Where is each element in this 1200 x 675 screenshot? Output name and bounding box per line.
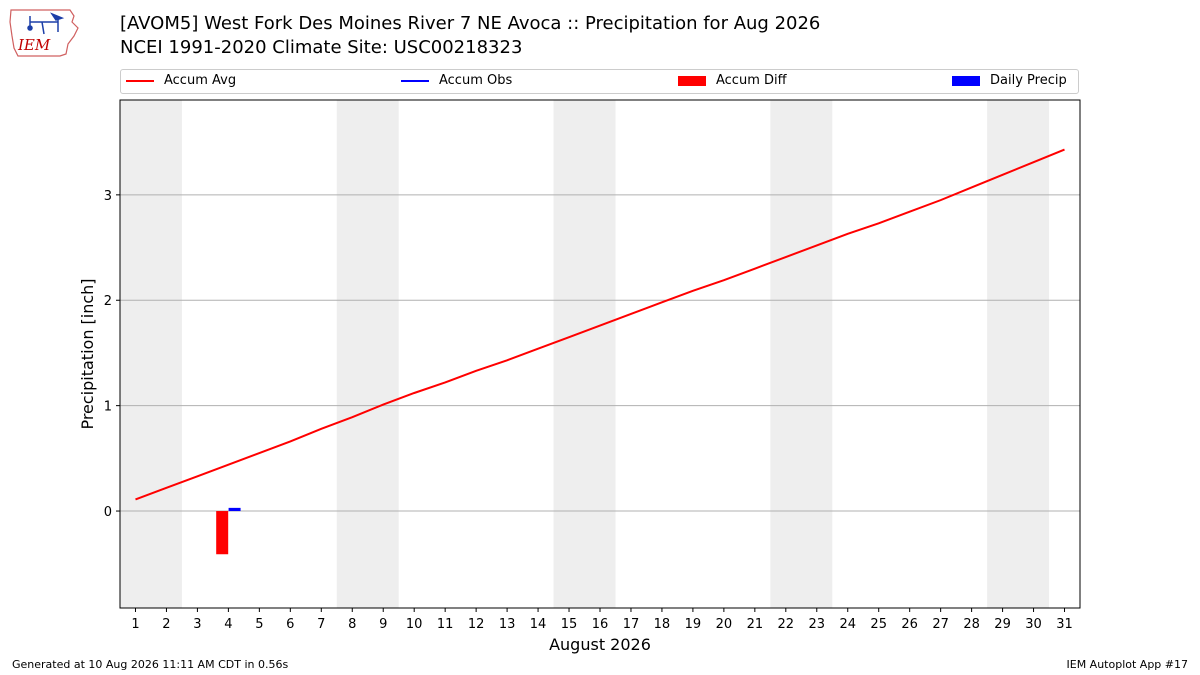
x-tick-label: 14	[530, 617, 547, 632]
x-tick-label: 9	[379, 617, 387, 632]
weather-station-icon	[27, 12, 65, 35]
series-line-accum-avg	[135, 148, 1065, 501]
legend-item-accum-diff: Accum Diff	[678, 73, 787, 88]
x-tick-label: 29	[994, 617, 1011, 632]
x-tick-label: 5	[255, 617, 263, 632]
legend-label: Accum Avg	[164, 73, 237, 88]
x-tick-label: 17	[623, 617, 640, 632]
x-tick-label: 25	[870, 617, 887, 632]
x-tick-label: 12	[468, 617, 485, 632]
weekend-shade	[770, 100, 833, 608]
legend-item-accum-obs: Accum Obs	[401, 73, 512, 88]
app-credit: IEM Autoplot App #17	[1066, 658, 1189, 671]
x-tick-label: 8	[348, 617, 356, 632]
x-tick-label: 3	[193, 617, 201, 632]
x-tick-label: 28	[963, 617, 980, 632]
legend-swatch-accum-obs	[401, 79, 429, 82]
x-tick-label: 4	[224, 617, 232, 632]
x-tick-label: 7	[317, 617, 325, 632]
legend-label: Daily Precip	[990, 73, 1067, 88]
x-tick-label: 22	[778, 617, 795, 632]
weekend-shade	[120, 100, 182, 608]
x-tick-label: 11	[437, 617, 454, 632]
legend-item-accum-avg: Accum Avg	[126, 73, 236, 88]
legend-item-daily-precip: Daily Precip	[952, 73, 1067, 88]
x-axis-label: August 2026	[549, 635, 651, 654]
weekend-shade	[553, 100, 616, 608]
x-tick-label: 10	[406, 617, 423, 632]
legend-swatch-accum-avg	[126, 79, 154, 82]
x-tick-label: 31	[1056, 617, 1073, 632]
legend-label: Accum Diff	[716, 73, 787, 88]
x-tick-label: 23	[809, 617, 826, 632]
generated-timestamp: Generated at 10 Aug 2026 11:11 AM CDT in…	[12, 658, 289, 671]
weekend-shade	[987, 100, 1050, 608]
x-tick-label: 26	[901, 617, 918, 632]
legend-swatch-accum-diff	[678, 75, 706, 86]
y-tick-label: 3	[104, 189, 112, 204]
legend-swatch-daily-precip	[952, 75, 980, 86]
x-tick-label: 30	[1025, 617, 1042, 632]
x-tick-label: 21	[747, 617, 764, 632]
x-tick-label: 2	[162, 617, 170, 632]
y-axis-label: Precipitation [inch]	[78, 278, 97, 429]
legend: Accum Avg Accum Obs Accum Diff Daily Pre…	[120, 69, 1079, 94]
x-tick-label: 15	[561, 617, 578, 632]
chart-subtitle: NCEI 1991-2020 Climate Site: USC00218323	[120, 37, 523, 58]
x-tick-label: 27	[932, 617, 949, 632]
x-tick-label: 19	[685, 617, 702, 632]
x-tick-label: 16	[592, 617, 609, 632]
legend-label: Accum Obs	[439, 73, 513, 88]
x-tick-label: 13	[499, 617, 516, 632]
logo-text: IEM	[17, 36, 51, 54]
x-tick-label: 18	[654, 617, 671, 632]
bar-accum-diff	[216, 511, 229, 555]
y-tick-label: 2	[104, 294, 112, 309]
weekend-shade	[336, 100, 399, 608]
y-tick-label: 1	[104, 400, 112, 415]
x-tick-label: 20	[716, 617, 733, 632]
y-tick-label: 0	[104, 505, 112, 520]
iem-logo: IEM	[9, 9, 79, 57]
x-tick-label: 1	[131, 617, 139, 632]
x-tick-label: 24	[839, 617, 856, 632]
bar-daily-precip	[228, 507, 241, 512]
chart-title: [AVOM5] West Fork Des Moines River 7 NE …	[120, 13, 821, 34]
plot-frame	[119, 99, 1081, 609]
x-tick-label: 6	[286, 617, 294, 632]
